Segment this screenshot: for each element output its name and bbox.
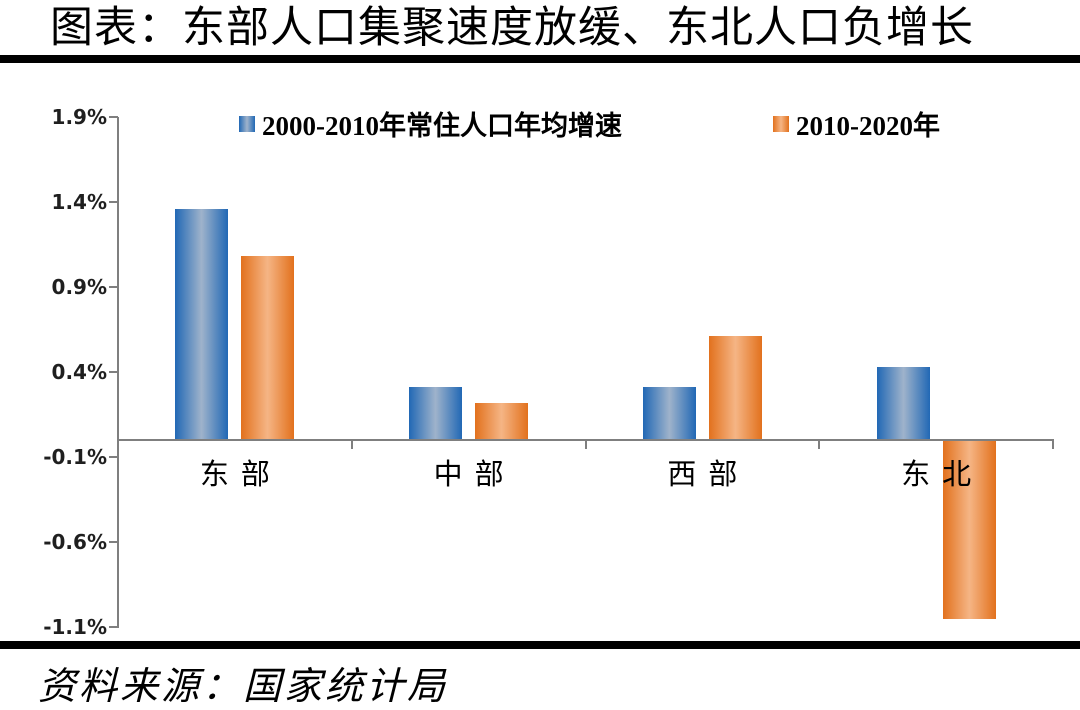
y-axis-label: 1.4%	[51, 190, 107, 214]
y-axis-tick	[109, 541, 118, 543]
y-axis-tick	[109, 371, 118, 373]
x-axis-tick	[350, 441, 353, 449]
legend-item-2010-2020: 2010-2020年	[773, 108, 940, 141]
x-axis-tick	[584, 441, 587, 449]
bar-中部-series0	[409, 387, 463, 440]
y-axis-tick	[109, 456, 118, 458]
bar-东北-series0	[876, 366, 930, 440]
y-axis-tick	[109, 286, 118, 288]
legend-swatch-orange-icon	[773, 116, 789, 132]
y-axis-tick	[109, 626, 118, 628]
y-axis-tick	[109, 116, 118, 118]
bar-西部-series1	[708, 336, 762, 440]
x-axis-tick	[1052, 441, 1054, 449]
y-axis-tick	[109, 201, 118, 203]
chart-title: 图表：东部人口集聚速度放缓、东北人口负增长	[50, 3, 974, 53]
bar-西部-series0	[642, 387, 696, 440]
category-label-西部: 西部	[667, 457, 750, 491]
title-divider	[0, 55, 1080, 63]
footer-divider	[0, 641, 1080, 649]
y-axis-label: 0.4%	[51, 360, 107, 384]
category-label-东部: 东部	[199, 457, 282, 491]
bar-中部-series1	[475, 402, 529, 440]
legend-label: 2010-2020年	[796, 110, 940, 141]
y-axis-label: 1.9%	[51, 105, 107, 129]
legend-swatch-blue-icon	[239, 116, 255, 132]
source-note: 资料来源：国家统计局	[38, 664, 449, 708]
bar-东部-series0	[175, 208, 229, 440]
bar-东北-series1	[942, 440, 996, 619]
y-axis-label: -1.1%	[43, 615, 107, 639]
x-axis-tick	[818, 441, 821, 449]
bar-东部-series1	[241, 256, 295, 440]
legend-label: 2000-2010年常住人口年均增速	[262, 110, 622, 141]
x-axis-zero-line	[117, 439, 1054, 441]
category-label-东北: 东北	[901, 457, 984, 491]
y-axis-label: -0.1%	[43, 445, 107, 469]
y-axis-label: -0.6%	[43, 530, 107, 554]
legend-item-2000-2010: 2000-2010年常住人口年均增速	[239, 108, 622, 141]
y-axis-label: 0.9%	[51, 275, 107, 299]
y-axis-line	[117, 117, 119, 628]
category-label-中部: 中部	[433, 457, 516, 491]
